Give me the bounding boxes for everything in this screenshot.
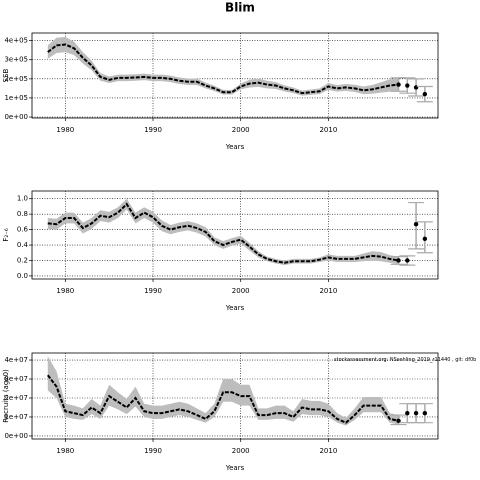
y-tick-label: 0.0 (17, 272, 28, 280)
estimate-line (47, 43, 399, 95)
point (396, 418, 401, 423)
point (413, 410, 419, 416)
annotation: stockassessment.org: NSsehling_2019_r114… (334, 357, 476, 363)
point (405, 410, 410, 416)
x-tick-label: 1990 (144, 126, 162, 134)
x-tick-label: 1980 (56, 126, 74, 134)
y-tick-label: 4e+07 (4, 356, 28, 364)
plot-frame (31, 32, 439, 119)
x-tick-label: 1980 (56, 287, 74, 295)
y-axis-label: Recruits (age0) (2, 369, 10, 423)
point (396, 82, 401, 87)
y-tick-label: 0.2 (17, 256, 28, 264)
y-tick-label: 2e+07 (4, 394, 28, 402)
y-tick-label: 0.4 (17, 241, 29, 249)
x-tick-label: 1990 (144, 447, 162, 455)
point (405, 258, 410, 263)
x-tick-label: 2000 (232, 126, 250, 134)
estimate-line (46, 374, 399, 424)
y-axis-label: F₂₋₆ (2, 228, 10, 242)
y-tick-label: 1e+05 (4, 94, 28, 102)
x-tick-label: 1980 (56, 447, 74, 455)
point (422, 410, 428, 416)
x-tick-label: 1990 (144, 287, 162, 295)
point (413, 221, 419, 227)
confidence-band (47, 198, 399, 266)
y-tick-label: 1.0 (17, 195, 28, 203)
x-axis-label: Years (225, 464, 245, 472)
chart-title: Blim (225, 1, 255, 15)
y-tick-label: 0e+00 (4, 432, 28, 440)
y-tick-label: 3e+07 (4, 375, 28, 383)
y-tick-label: 4e+05 (4, 37, 28, 45)
x-tick-label: 2000 (232, 447, 250, 455)
x-axis-label: Years (225, 304, 245, 312)
y-tick-label: 2e+05 (4, 75, 28, 83)
point (422, 91, 428, 97)
y-tick-label: 0.8 (17, 210, 28, 218)
x-tick-label: 2010 (319, 447, 337, 455)
point (396, 258, 401, 263)
y-tick-label: 0.6 (17, 226, 29, 234)
x-tick-label: 2010 (319, 287, 337, 295)
confidence-band (47, 356, 399, 426)
point (422, 236, 428, 242)
x-tick-label: 2000 (232, 287, 250, 295)
point (405, 83, 410, 88)
estimate-line (47, 202, 399, 264)
y-tick-label: 3e+05 (4, 56, 28, 64)
y-tick-label: 1e+07 (4, 413, 28, 421)
plot-frame (31, 190, 439, 280)
plot-frame (31, 352, 439, 440)
y-axis-label: SSB (2, 68, 10, 82)
x-tick-label: 2010 (319, 126, 337, 134)
x-axis-label: Years (225, 143, 245, 151)
confidence-band (47, 36, 399, 96)
y-tick-label: 0e+00 (4, 113, 28, 121)
